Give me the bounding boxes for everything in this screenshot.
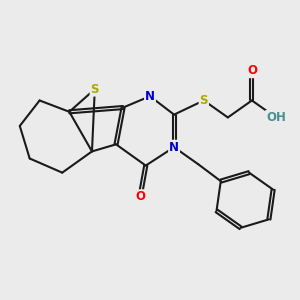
- Text: O: O: [135, 190, 145, 203]
- Text: OH: OH: [266, 111, 286, 124]
- Text: S: S: [200, 94, 208, 107]
- Text: S: S: [91, 82, 99, 96]
- Text: N: N: [145, 90, 155, 103]
- Text: N: N: [169, 141, 179, 154]
- Text: O: O: [247, 64, 257, 77]
